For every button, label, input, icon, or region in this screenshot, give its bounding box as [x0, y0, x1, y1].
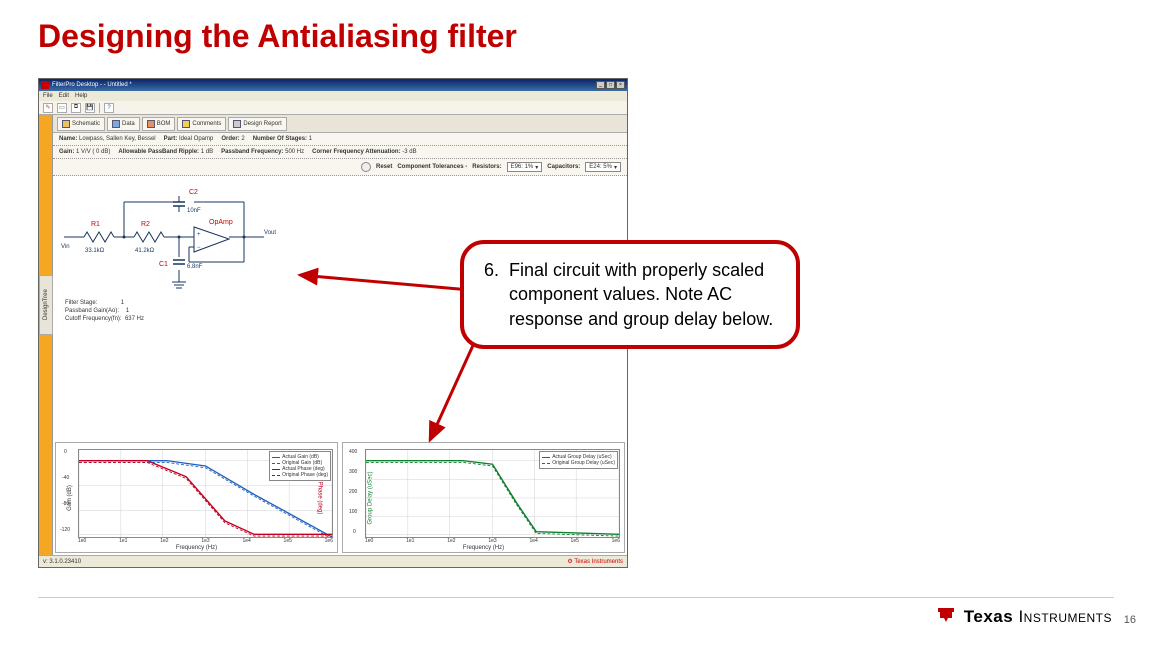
callout-text: Final circuit with properly scaled compo… — [509, 258, 778, 331]
gain-xlabel: Frequency (Hz) — [176, 545, 217, 551]
gain-legend: Actual Gain (dB) Original Gain (dB) Actu… — [269, 451, 331, 481]
help-icon[interactable]: ? — [104, 103, 114, 113]
svg-text:6.8nF: 6.8nF — [187, 264, 203, 270]
r2-component: R2 41.2kΩ — [134, 221, 164, 254]
statusbar: v: 3.1.0.23410 ⚙ Texas Instruments — [39, 555, 627, 567]
group-delay-chart[interactable]: Group Delay (uSec) — [342, 442, 625, 553]
app-icon — [41, 81, 49, 89]
ti-logo: Texas Instruments — [936, 604, 1112, 630]
svg-text:R2: R2 — [141, 221, 150, 228]
svg-text:33.1kΩ: 33.1kΩ — [85, 248, 105, 254]
footer-divider — [38, 597, 1114, 598]
svg-text:+: + — [197, 232, 201, 238]
svg-text:R1: R1 — [91, 221, 100, 228]
delay-legend: Actual Group Delay (uSec) Original Group… — [539, 451, 618, 469]
r1-component: R1 33.1kΩ — [84, 221, 114, 254]
close-button[interactable]: × — [616, 81, 625, 89]
circuit-schematic: R1 33.1kΩ R2 41.2kΩ C — [59, 182, 289, 292]
info-row-1: Name: Lowpass, Sallen Key, Bessel Part: … — [53, 133, 627, 146]
tabbar: Schematic Data BOM Comments Design Repor… — [53, 115, 627, 133]
copy-icon[interactable]: ⧉ — [71, 103, 81, 113]
info-row-2: Gain: 1 V/V ( 0 dB) Allowable PassBand R… — [53, 146, 627, 159]
tolerance-row: Reset Component Tolerances - Resistors: … — [53, 159, 627, 176]
delay-xlabel: Frequency (Hz) — [463, 545, 504, 551]
design-tree-tab[interactable]: DesignTree — [39, 275, 53, 335]
vout-label: Vout — [264, 230, 276, 236]
callout-box: 6. Final circuit with properly scaled co… — [460, 240, 800, 349]
menu-file[interactable]: File — [43, 93, 53, 99]
reset-label[interactable]: Reset — [376, 164, 392, 170]
tab-design-report[interactable]: Design Report — [228, 117, 286, 131]
tab-data[interactable]: Data — [107, 117, 140, 131]
new-icon[interactable]: ✎ — [43, 103, 53, 113]
opamp-component: + − OpAmp — [194, 219, 233, 252]
window-title: FilterPro Desktop - - Untitled * — [52, 82, 595, 88]
version-label: v: 3.1.0.23410 — [43, 559, 81, 565]
menu-edit[interactable]: Edit — [59, 93, 69, 99]
charts-row: Gain (dB) — [53, 440, 627, 555]
brand-label: ⚙ Texas Instruments — [567, 558, 623, 565]
open-icon[interactable]: ▭ — [57, 103, 67, 113]
capacitor-tolerance-select[interactable]: E24: 5%▾ — [585, 162, 621, 172]
svg-text:10nF: 10nF — [187, 208, 201, 214]
reset-icon[interactable] — [361, 162, 371, 172]
save-icon[interactable]: 💾 — [85, 103, 95, 113]
svg-text:C1: C1 — [159, 261, 168, 268]
vin-label: Vin — [61, 244, 70, 250]
minimize-button[interactable]: _ — [596, 81, 605, 89]
svg-text:−: − — [197, 245, 201, 251]
menu-help[interactable]: Help — [75, 93, 87, 99]
slide-title: Designing the Antialiasing filter — [0, 0, 1152, 55]
toolbar: ✎ ▭ ⧉ 💾 ? — [39, 101, 627, 115]
callout-number: 6. — [484, 258, 509, 331]
gain-phase-chart[interactable]: Gain (dB) — [55, 442, 338, 553]
svg-text:41.2kΩ: 41.2kΩ — [135, 248, 155, 254]
tab-comments[interactable]: Comments — [177, 117, 226, 131]
resistor-tolerance-select[interactable]: E96: 1%▾ — [507, 162, 543, 172]
svg-text:C2: C2 — [189, 189, 198, 196]
tab-bom[interactable]: BOM — [142, 117, 176, 131]
page-number: 16 — [1124, 614, 1136, 626]
menubar: File Edit Help — [39, 91, 627, 101]
svg-text:OpAmp: OpAmp — [209, 219, 233, 226]
left-sidebar[interactable] — [39, 115, 53, 555]
tab-schematic[interactable]: Schematic — [57, 117, 105, 131]
maximize-button[interactable]: □ — [606, 81, 615, 89]
titlebar: FilterPro Desktop - - Untitled * _ □ × — [39, 79, 627, 91]
ti-chip-icon — [936, 604, 958, 630]
